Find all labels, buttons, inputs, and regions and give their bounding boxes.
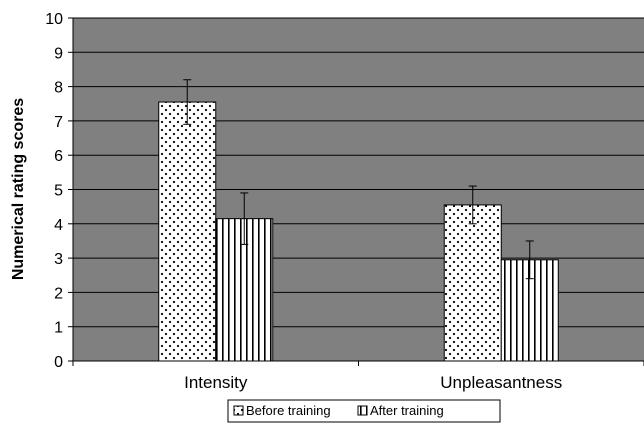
- y-tick-label: 8: [54, 80, 63, 97]
- legend-swatch: [233, 405, 244, 416]
- y-tick-label: 9: [54, 45, 63, 62]
- legend-swatch: [357, 405, 368, 416]
- error-bars: [183, 79, 534, 280]
- x-axis-ticks: [72, 361, 644, 366]
- category-label: Unpleasantness: [440, 373, 562, 392]
- category-label: Intensity: [184, 373, 248, 392]
- y-tick-label: 5: [54, 183, 63, 200]
- y-tick-label: 7: [54, 114, 63, 131]
- y-tick-label: 6: [54, 148, 63, 165]
- y-tick-label: 3: [54, 251, 63, 268]
- y-tick-label: 2: [54, 285, 63, 302]
- legend: Before training After training: [227, 399, 501, 423]
- y-tick-label: 0: [54, 354, 63, 371]
- category-labels: Intensity Unpleasantness: [184, 373, 562, 392]
- legend-label: After training: [370, 403, 444, 418]
- legend-label: Before training: [246, 403, 331, 418]
- bars: [158, 101, 559, 362]
- bar: [443, 204, 502, 362]
- y-axis-ticks: 0 1 2 3 4 5 6 7 8 9 10: [45, 11, 73, 371]
- y-tick-label: 4: [54, 217, 63, 234]
- bar: [158, 101, 217, 362]
- y-axis-title: Numerical rating scores: [10, 98, 27, 280]
- y-tick-label: 10: [45, 11, 63, 28]
- y-tick-label: 1: [54, 320, 63, 337]
